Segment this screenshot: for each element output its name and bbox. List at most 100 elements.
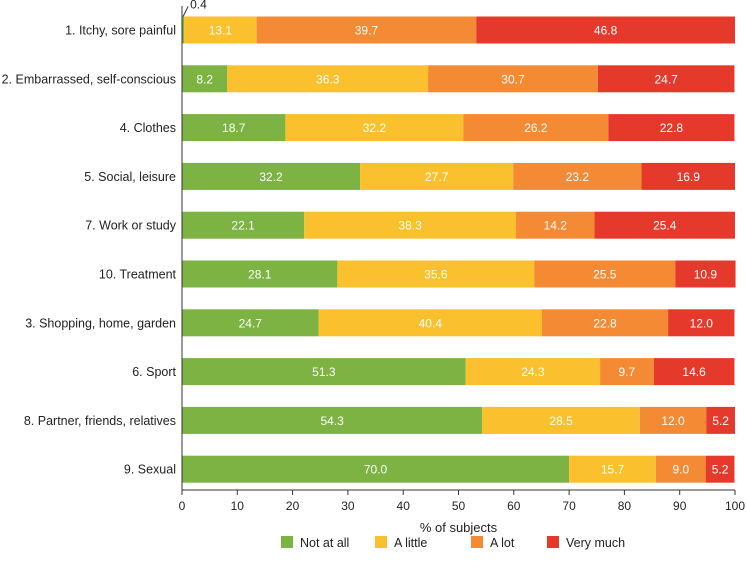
data-label: 14.2 — [544, 219, 568, 233]
data-label: 70.0 — [364, 463, 388, 477]
x-tick-label: 60 — [507, 499, 521, 513]
bar-segment — [542, 309, 669, 337]
bar-segment — [182, 309, 319, 337]
bar-segment — [668, 309, 735, 337]
bar-segment — [182, 162, 361, 190]
bar-segment — [597, 65, 735, 93]
bar-segment — [465, 358, 601, 386]
data-label: 26.2 — [524, 121, 548, 135]
data-label: 12.0 — [690, 316, 714, 330]
bar-segment — [227, 65, 429, 93]
legend-swatch — [471, 536, 483, 548]
category-label: 10. Treatment — [99, 268, 177, 282]
data-label: 10.9 — [694, 268, 718, 282]
data-label: 23.2 — [566, 170, 590, 184]
category-label: 2. Embarrassed, self-conscious — [2, 72, 176, 86]
bar-segment — [182, 260, 338, 288]
category-label: 5. Social, leisure — [84, 170, 176, 184]
data-label: 8.2 — [196, 72, 213, 86]
x-tick-label: 70 — [562, 499, 576, 513]
data-label: 28.1 — [248, 268, 272, 282]
bar-segment — [600, 358, 654, 386]
bar-segment — [653, 358, 735, 386]
bar-segment — [182, 358, 466, 386]
data-label: 15.7 — [601, 463, 625, 477]
bar-segment — [641, 162, 735, 190]
data-label: 38.3 — [398, 219, 422, 233]
data-label: 32.2 — [363, 121, 387, 135]
bar-segment — [285, 114, 464, 142]
data-label: 5.2 — [712, 414, 729, 428]
bars-layer: 13.1 39.7 46.8 8.2 36.3 30.7 24.7 18.7 32.2 26.2 2… — [182, 16, 736, 483]
category-label: 6. Sport — [132, 365, 176, 379]
x-tick-label: 100 — [725, 499, 745, 513]
category-label: 4. Clothes — [120, 121, 176, 135]
bar-segment — [463, 114, 609, 142]
data-label: 30.7 — [501, 72, 525, 86]
data-label: 24.7 — [654, 72, 678, 86]
bar-segment — [360, 162, 514, 190]
category-label: 7. Work or study — [85, 219, 177, 233]
x-tick-label: 10 — [231, 499, 245, 513]
x-tick-label: 80 — [618, 499, 632, 513]
category-label: 3. Shopping, home, garden — [25, 316, 176, 330]
bar-segment — [639, 406, 707, 434]
bar-segment — [337, 260, 535, 288]
x-tick-label: 50 — [452, 499, 466, 513]
data-label: 22.1 — [231, 219, 255, 233]
data-label: 13.1 — [209, 24, 233, 38]
data-label: 12.0 — [661, 414, 685, 428]
x-tick-label: 90 — [673, 499, 687, 513]
bar-segment — [516, 211, 595, 239]
bar-segment — [182, 16, 185, 44]
bar-segment — [513, 162, 642, 190]
data-label: 51.3 — [312, 365, 336, 379]
data-label: 36.3 — [316, 72, 340, 86]
bar-segment — [182, 114, 286, 142]
bar-segment — [706, 406, 735, 434]
data-label: 14.6 — [682, 365, 706, 379]
bar-segment — [534, 260, 676, 288]
legend-swatch — [375, 536, 387, 548]
bar-segment — [304, 211, 517, 239]
annotation-callout-line — [182, 6, 189, 17]
bar-segment — [594, 211, 735, 239]
data-label: 16.9 — [677, 170, 701, 184]
x-tick-label: 30 — [341, 499, 355, 513]
bar-segment — [182, 65, 228, 93]
bar-segment — [655, 455, 706, 483]
bar-segment — [705, 455, 735, 483]
data-label: 24.3 — [521, 365, 545, 379]
data-label: 35.6 — [424, 268, 448, 282]
data-label: 5.2 — [712, 463, 729, 477]
data-label: 28.5 — [549, 414, 573, 428]
bar-segment — [318, 309, 543, 337]
category-label: 8. Partner, friends, relatives — [24, 414, 176, 428]
legend-label: Not at all — [300, 536, 349, 550]
category-label: 1. Itchy, sore painful — [65, 24, 176, 38]
data-label: 18.7 — [222, 121, 246, 135]
legend-swatch — [547, 536, 559, 548]
category-label: 9. Sexual — [124, 463, 176, 477]
data-label: 22.8 — [593, 316, 617, 330]
data-label: 25.5 — [593, 268, 617, 282]
x-axis: 0 10 20 30 40 50 60 70 80 90 100 — [179, 6, 745, 513]
legend: Not at all A little A lot Very much — [281, 536, 625, 550]
legend-label: Very much — [566, 536, 625, 550]
bar-segment — [182, 455, 570, 483]
bar-segment — [256, 16, 477, 44]
legend-label: A little — [394, 536, 427, 550]
bar-segment — [476, 16, 735, 44]
legend-swatch — [281, 536, 293, 548]
x-tick-label: 20 — [286, 499, 300, 513]
data-label: 27.7 — [425, 170, 449, 184]
data-label: 54.3 — [320, 414, 344, 428]
data-label: 24.7 — [239, 316, 263, 330]
data-label: 39.7 — [355, 24, 379, 38]
data-label: 32.2 — [259, 170, 283, 184]
data-label: 9.7 — [619, 365, 636, 379]
bar-segment — [184, 16, 257, 44]
x-tick-label: 0 — [179, 499, 186, 513]
bar-segment — [569, 455, 656, 483]
data-label: 9.0 — [672, 463, 689, 477]
